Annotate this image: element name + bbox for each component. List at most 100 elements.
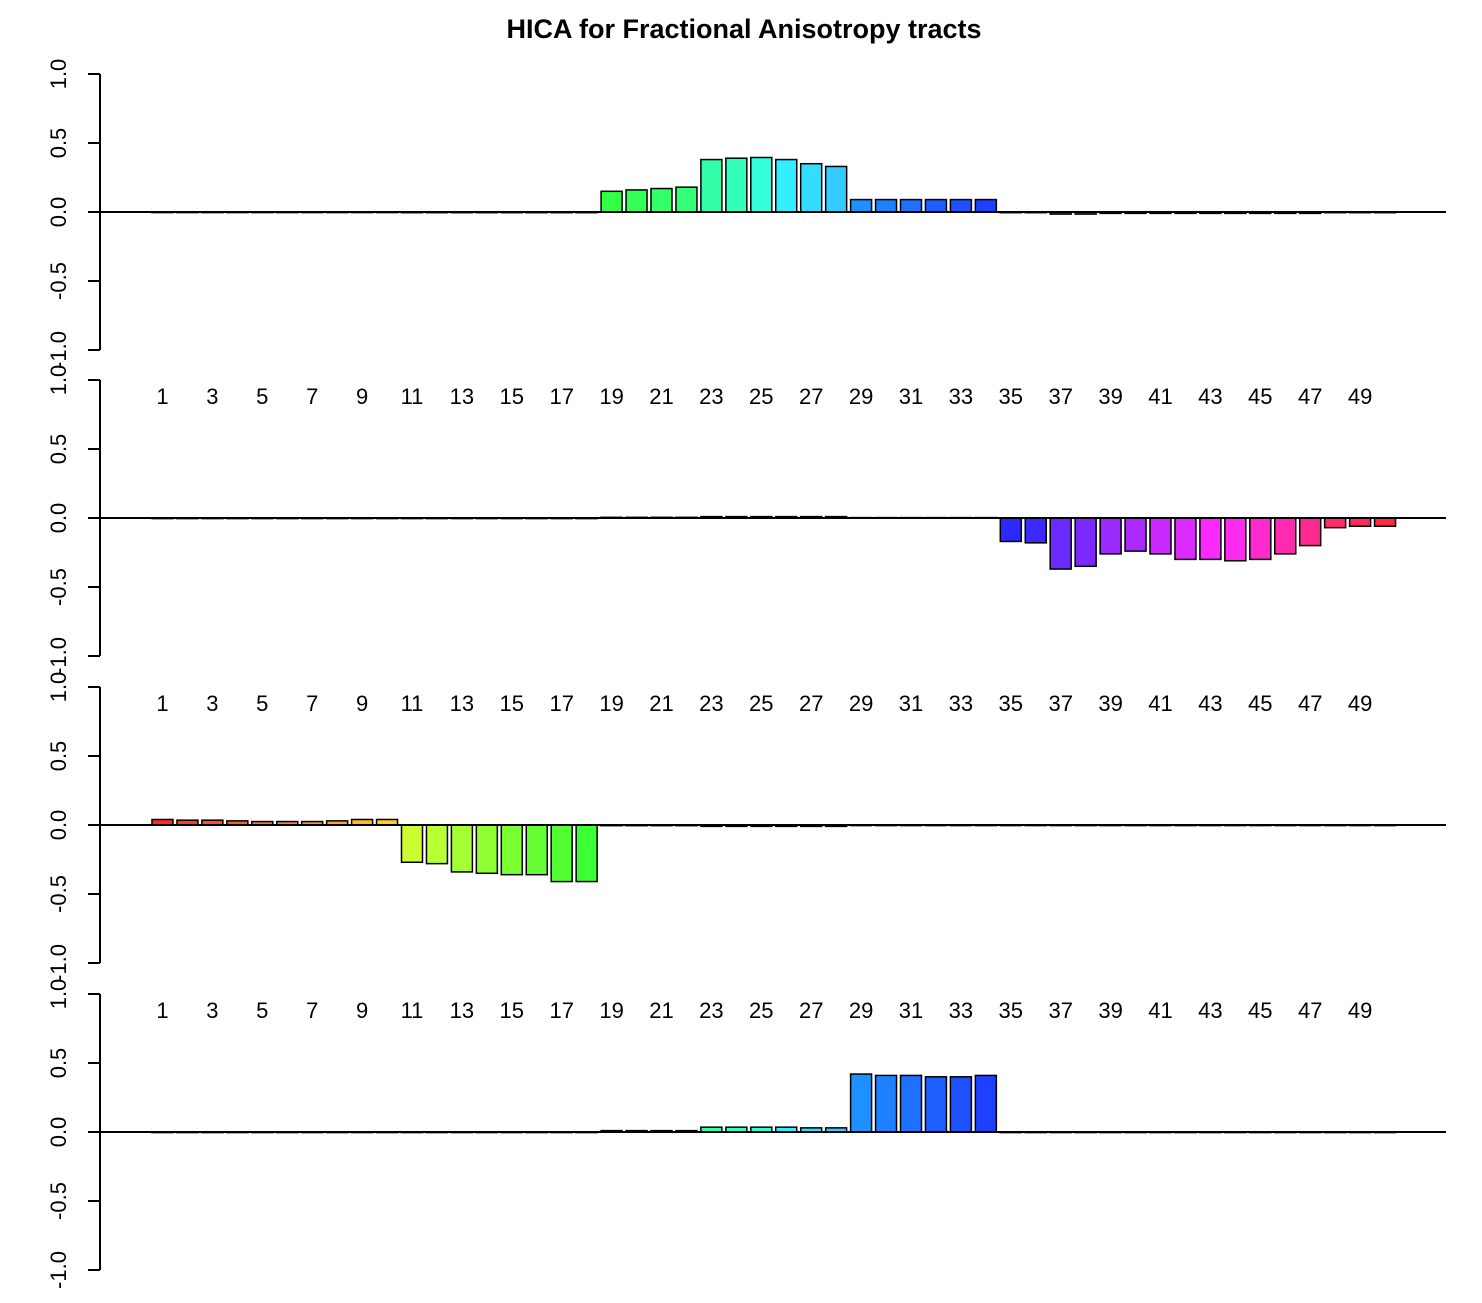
bar-38 <box>1074 517 1097 568</box>
y-tick-label: 0.5 <box>46 1048 71 1079</box>
y-tick-label: 0.0 <box>46 810 71 841</box>
x-tick-label: 21 <box>649 384 673 409</box>
x-tick-label: 11 <box>401 998 424 1023</box>
panel-2: -1.0-0.50.00.51.01 3 5 7 9 11 13 15 17 19 21 23 25 27… <box>46 365 1446 675</box>
bar-44 <box>1224 517 1247 562</box>
x-tick-label: 15 <box>500 691 524 716</box>
bar-33 <box>949 1076 973 1133</box>
x-tick-label: 7 <box>306 998 318 1023</box>
x-tick-label: 39 <box>1098 998 1122 1023</box>
x-tick-label: 49 <box>1348 384 1372 409</box>
x-tick-label: 45 <box>1248 998 1272 1023</box>
x-tick-label: 47 <box>1298 384 1322 409</box>
bar-29 <box>849 198 873 213</box>
y-tick-label: 0.0 <box>46 503 71 534</box>
x-tick-label: 23 <box>699 384 723 409</box>
x-tick-label: 25 <box>749 691 773 716</box>
x-tick-label: 27 <box>799 691 823 716</box>
bar-35 <box>999 517 1023 543</box>
x-tick-label: 17 <box>549 384 573 409</box>
x-tick-label: 49 <box>1348 691 1372 716</box>
x-tick-label: 23 <box>699 691 723 716</box>
x-tick-label: 35 <box>999 998 1023 1023</box>
x-tick-label: 9 <box>356 691 368 716</box>
bar-34 <box>974 198 998 213</box>
bar-25 <box>750 156 773 213</box>
y-tick-label: -1.0 <box>46 1251 71 1289</box>
bar-22 <box>675 186 698 213</box>
x-tick-label: 37 <box>1048 998 1072 1023</box>
y-tick-label: -1.0 <box>46 637 71 675</box>
bar-50 <box>1373 517 1397 528</box>
y-tick-label: 0.5 <box>46 128 71 159</box>
bar-30 <box>874 198 898 213</box>
x-tick-label: 33 <box>949 691 973 716</box>
x-tick-label: 25 <box>749 998 773 1023</box>
x-tick-label: 9 <box>356 384 368 409</box>
x-tick-label: 45 <box>1248 691 1272 716</box>
x-tick-label: 47 <box>1298 691 1322 716</box>
bar-30 <box>874 1074 898 1133</box>
chart-title: HICA for Fractional Anisotropy tracts <box>506 14 981 44</box>
x-tick-label: 29 <box>849 384 873 409</box>
x-tick-label: 41 <box>1148 998 1172 1023</box>
bar-16 <box>525 824 548 876</box>
bar-28 <box>824 165 848 213</box>
x-tick-label: 43 <box>1198 384 1222 409</box>
x-tick-label: 35 <box>999 691 1023 716</box>
x-tick-label: 19 <box>599 691 623 716</box>
x-tick-label: 21 <box>649 691 673 716</box>
x-tick-label: 37 <box>1048 384 1072 409</box>
x-tick-label: 5 <box>256 998 268 1023</box>
bar-11 <box>400 824 424 864</box>
x-tick-label: 7 <box>306 691 318 716</box>
chart-panels: -1.0-0.50.00.51.0-1.0-0.50.00.51.01 3 5 7 9 1… <box>46 59 1446 1289</box>
bar-40 <box>1124 517 1147 552</box>
x-tick-label: 3 <box>206 384 218 409</box>
y-tick-label: 1.0 <box>46 672 71 703</box>
bar-42 <box>1174 517 1197 561</box>
bar-31 <box>899 198 923 213</box>
panel-1: -1.0 -0.5 0.0 0.5 1.0 <box>46 59 1446 369</box>
bar-32 <box>924 198 948 213</box>
x-tick-label: 7 <box>306 384 318 409</box>
bar-32 <box>924 1076 948 1133</box>
x-tick-label: 47 <box>1298 998 1322 1023</box>
bar-21 <box>650 187 673 213</box>
bar-23 <box>700 158 723 213</box>
x-tick-label: 9 <box>356 998 368 1023</box>
x-tick-label: 37 <box>1048 691 1072 716</box>
bar-26 <box>775 158 798 213</box>
x-tick-label: 39 <box>1098 384 1122 409</box>
panel-4: -1.0-0.50.00.51.01 3 5 7 9 11 13 15 17 19 21 23 25 27… <box>46 979 1446 1289</box>
bar-14 <box>475 824 499 875</box>
bar-49 <box>1348 517 1372 528</box>
x-tick-label: 17 <box>549 691 573 716</box>
x-tick-label: 17 <box>549 998 573 1023</box>
bar-45 <box>1249 517 1272 561</box>
bar-12 <box>425 824 449 865</box>
bar-29 <box>849 1073 873 1133</box>
y-tick-label: -0.5 <box>46 875 71 913</box>
x-tick-label: 15 <box>500 998 524 1023</box>
y-tick-label: 0.5 <box>46 434 71 465</box>
x-tick-label: 1 <box>156 691 168 716</box>
x-tick-label: 3 <box>206 691 218 716</box>
x-tick-label: 31 <box>899 691 923 716</box>
x-tick-label: 43 <box>1198 691 1222 716</box>
y-tick-label: 0.0 <box>46 197 71 228</box>
bar-36 <box>1024 517 1047 544</box>
bar-27 <box>799 162 823 213</box>
y-tick-label: 0.0 <box>46 1117 71 1148</box>
x-tick-label: 41 <box>1148 384 1172 409</box>
bar-48 <box>1323 517 1347 529</box>
bar-19 <box>600 190 623 213</box>
bar-37 <box>1049 517 1072 570</box>
x-tick-label: 35 <box>999 384 1023 409</box>
y-tick-label: 1.0 <box>46 979 71 1010</box>
x-tick-label: 5 <box>256 384 268 409</box>
x-tick-label: 23 <box>699 998 723 1023</box>
y-tick-label: -0.5 <box>46 568 71 606</box>
panel-3: -1.0-0.50.00.51.01 3 5 7 9 11 13 15 17 19 21 23 25 27… <box>46 672 1446 982</box>
